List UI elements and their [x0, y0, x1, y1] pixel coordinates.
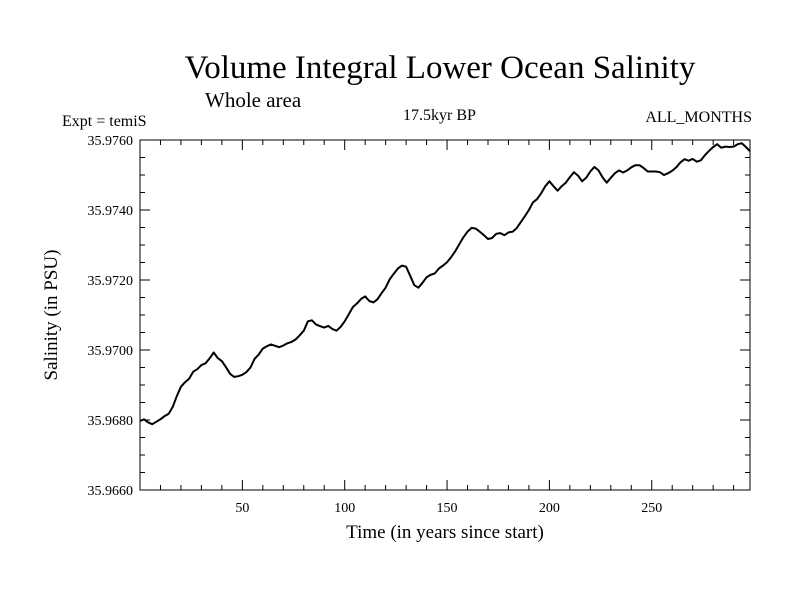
chart-title: Volume Integral Lower Ocean Salinity — [184, 50, 696, 86]
axis-ticks — [140, 140, 750, 490]
y-tick-label: 35.9740 — [88, 204, 134, 219]
x-tick-label: 150 — [437, 501, 458, 516]
period-label: 17.5kyr BP — [403, 107, 476, 124]
y-tick-label: 35.9660 — [88, 484, 134, 499]
tick-labels: 50 100 150 200 250 35.9660 35.9680 35.9700 35.97… — [88, 134, 663, 516]
plot-frame — [139, 139, 751, 491]
x-axis-label: Time (in years since start) — [346, 522, 544, 543]
chart-subtitle: Whole area — [205, 88, 302, 112]
experiment-label: Expt = temiS — [62, 113, 147, 130]
x-tick-label: 250 — [641, 501, 662, 516]
x-tick-label: 50 — [235, 501, 249, 516]
y-tick-label: 35.9720 — [88, 274, 134, 289]
months-label: ALL_MONTHS — [645, 109, 752, 126]
x-tick-label: 200 — [539, 501, 560, 516]
y-tick-label: 35.9760 — [88, 134, 134, 149]
salinity-series-line — [139, 142, 751, 426]
x-tick-label: 100 — [334, 501, 355, 516]
y-tick-label: 35.9700 — [88, 344, 134, 359]
y-tick-label: 35.9680 — [88, 414, 134, 429]
